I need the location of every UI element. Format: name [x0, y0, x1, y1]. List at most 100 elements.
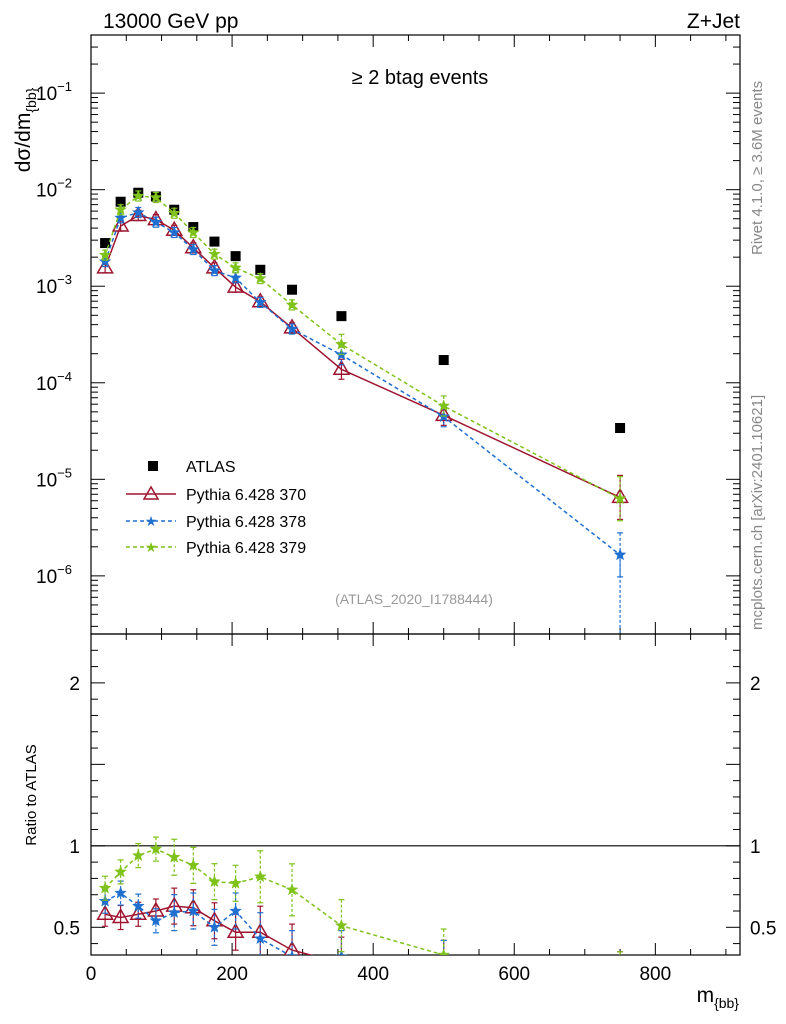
main-y-tick-label: 10−3 [36, 272, 72, 298]
x-tick-label: 0 [86, 964, 97, 985]
main-y-tick-label: 10−1 [36, 79, 72, 105]
y-tick-exp: −1 [57, 79, 72, 94]
main-point-pythia-6-428-378 [167, 225, 181, 238]
main-point-pythia-6-428-378 [131, 205, 145, 218]
main-point-pythia-6-428-379 [186, 225, 200, 238]
main-y-tick-label: 10−4 [36, 369, 72, 395]
ratio-y-tick-label: 2 [69, 674, 80, 695]
atlas-point [438, 355, 449, 366]
legend: ATLAS Pythia 6.428 370 ★ Pythia 6.428 37… [126, 459, 306, 557]
ratio-y-tick-label-right: 1 [750, 837, 761, 858]
legend-entry-370: Pythia 6.428 370 [126, 485, 306, 504]
main-point-pythia-6-428-370 [332, 359, 351, 376]
y-tick-base: 10 [36, 567, 57, 588]
ratio-point-pythia-6-428-379 [614, 972, 625, 983]
y-tick-base: 10 [36, 84, 57, 105]
ratio-y-tick-label-right: 2 [750, 674, 761, 695]
ratio-point-pythia-6-428-378 [335, 949, 348, 955]
main-point-pythia-6-428-379 [437, 399, 451, 412]
atlas-point [100, 238, 111, 249]
ratio-point-pythia-6-428-379 [114, 865, 127, 878]
ratio-point-pythia-6-428-379 [208, 874, 221, 888]
main-point-pythia-6-428-379 [613, 491, 627, 505]
main-point-pythia-6-428-379 [167, 206, 181, 219]
legend-atlas-marker [148, 461, 158, 471]
main-point-pythia-6-428-379 [114, 202, 127, 216]
x-axis-label: m{bb} [697, 984, 740, 1011]
ratio-point-pythia-6-428-378 [114, 886, 127, 899]
x-axis-label-sub: {bb} [714, 995, 739, 1011]
main-axis-ticks: 10−110−210−310−410−510−6 [36, 34, 740, 634]
ratio-point-pythia-6-428-370 [226, 922, 245, 938]
main-point-pythia-6-428-379 [285, 298, 299, 311]
main-point-pythia-6-428-370 [111, 216, 130, 232]
ratio-point-pythia-6-428-379 [285, 883, 299, 896]
main-point-pythia-6-428-379 [98, 248, 112, 261]
ratio-point-pythia-6-428-379 [229, 876, 242, 889]
y-tick-base: 10 [36, 374, 57, 395]
ratio-point-pythia-6-428-379 [437, 948, 451, 955]
x-tick-label: 600 [498, 964, 530, 985]
main-y-tick-label: 10−6 [36, 562, 72, 588]
legend-378-label: Pythia 6.428 378 [186, 514, 306, 531]
ratio-point-pythia-6-428-379 [253, 870, 267, 883]
y-tick-base: 10 [36, 181, 57, 202]
atlas-point [115, 196, 126, 207]
atlas-point [230, 251, 241, 262]
main-point-pythia-6-428-379 [253, 271, 267, 284]
ratio-point-pythia-6-428-378 [167, 905, 181, 919]
main-point-pythia-6-428-379 [208, 247, 221, 260]
y-tick-base: 10 [36, 470, 57, 491]
main-point-pythia-6-428-378 [208, 263, 221, 277]
atlas-point [287, 284, 298, 295]
y-tick-exp: −6 [57, 562, 72, 577]
main-point-pythia-6-428-379 [229, 261, 242, 274]
analysis-watermark: (ATLAS_2020_I1788444) [335, 591, 493, 607]
main-point-pythia-6-428-379 [335, 337, 348, 350]
header-energy-label: 13000 GeV pp [103, 10, 238, 33]
main-point-pythia-6-428-378 [229, 271, 242, 284]
main-y-axis-label-text: dσ/dm [12, 113, 35, 173]
ratio-point-pythia-6-428-370 [340, 953, 343, 955]
main-point-pythia-6-428-378 [253, 295, 267, 308]
legend-entry-378: ★ Pythia 6.428 378 [126, 513, 306, 531]
legend-entry-atlas: ATLAS [148, 459, 236, 476]
ratio-point-pythia-6-428-370 [613, 970, 628, 983]
ratio-point-pythia-6-428-370 [283, 940, 301, 955]
y-tick-exp: −3 [57, 272, 72, 287]
y-tick-exp: −2 [57, 176, 72, 191]
main-line-pythia-6-428-378 [104, 211, 621, 556]
ratio-y-axis-label: Ratio to ATLAS [23, 744, 40, 845]
ratio-point-pythia-6-428-378 [149, 914, 163, 927]
legend-379-label: Pythia 6.428 379 [186, 540, 306, 557]
x-axis-label-text: m [697, 984, 715, 1007]
ratio-line-pythia-6-428-379 [104, 848, 450, 955]
ratio-axis-ticks: 0 200 400 600 800 0.5 0.5 1 1 2 2 [54, 634, 776, 985]
main-y-axis-label: dσ/dm{bb} [12, 87, 39, 172]
main-point-pythia-6-428-379 [149, 190, 163, 203]
main-point-pythia-6-428-378 [98, 254, 112, 267]
ratio-point-pythia-6-428-379 [335, 919, 348, 932]
main-point-pythia-6-428-378 [114, 211, 127, 224]
main-data-layer [96, 187, 629, 634]
legend-370-marker [142, 485, 160, 500]
ratio-point-pythia-6-428-378 [438, 960, 449, 971]
ratio-y-tick-label: 0.5 [54, 918, 80, 939]
ratio-point-pythia-6-428-370 [96, 904, 114, 921]
main-point-pythia-6-428-370 [129, 206, 148, 222]
ratio-point-pythia-6-428-379 [186, 858, 200, 871]
main-point-pythia-6-428-370 [226, 277, 245, 293]
ratio-point-pythia-6-428-379 [167, 850, 181, 863]
x-tick-label: 200 [216, 964, 248, 985]
x-tick-label: 800 [639, 964, 671, 985]
ratio-y-tick-label-right: 0.5 [750, 918, 776, 939]
legend-370-label: Pythia 6.428 370 [186, 487, 306, 504]
ratio-point-pythia-6-428-379 [98, 881, 112, 894]
ratio-point-pythia-6-428-378 [229, 904, 242, 917]
x-tick-label: 400 [357, 964, 389, 985]
legend-entry-379: ★ Pythia 6.428 379 [126, 539, 306, 557]
legend-atlas-label: ATLAS [186, 459, 236, 476]
ratio-y-tick-label: 1 [69, 837, 80, 858]
y-tick-exp: −4 [57, 369, 72, 384]
atlas-point [209, 236, 220, 247]
